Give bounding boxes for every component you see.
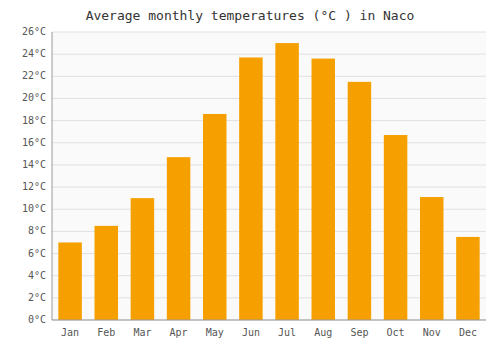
y-axis-line (52, 32, 53, 320)
x-tick-label: Nov (423, 327, 441, 338)
y-tick-label: 8°C (28, 225, 46, 236)
bar (384, 135, 408, 320)
bar (420, 197, 444, 320)
bar (58, 242, 82, 320)
x-tick-label: Jun (242, 327, 260, 338)
y-tick-label: 18°C (22, 115, 46, 126)
x-tick-label: Jan (61, 327, 79, 338)
x-tick-label: Aug (314, 327, 332, 338)
y-tick-label: 6°C (28, 248, 46, 259)
y-tick-label: 24°C (22, 48, 46, 59)
x-axis-line (52, 320, 486, 321)
grid-line (52, 320, 486, 321)
bar (131, 198, 155, 320)
grid-line (52, 120, 486, 121)
y-tick-label: 16°C (22, 137, 46, 148)
y-tick-label: 10°C (22, 203, 46, 214)
x-axis: Jan Feb Mar Apr May Jun Jul Aug Sep Oct Nov Dec (61, 327, 477, 338)
grid-line (52, 142, 486, 143)
chart-container: 0°C 2°C 4°C 6°C 8°C 10°C 12°C 14°C 16°C 18°C 20°C 2… (0, 0, 500, 350)
x-tick-label: Sep (350, 327, 368, 338)
bar (348, 82, 372, 320)
plot-background (52, 32, 486, 320)
y-tick-label: 20°C (22, 92, 46, 103)
y-tick-label: 26°C (22, 26, 46, 37)
y-axis: 0°C 2°C 4°C 6°C 8°C 10°C 12°C 14°C 16°C 18°C 20°C 2… (22, 26, 486, 325)
y-tick-label: 22°C (22, 70, 46, 81)
bar (94, 226, 118, 320)
grid-line (52, 98, 486, 99)
grid-line (52, 32, 486, 33)
bar (275, 43, 299, 320)
bars (58, 43, 479, 320)
title: Average monthly temperatures (°C ) in Na… (86, 8, 415, 23)
x-tick-label: Feb (97, 327, 115, 338)
x-tick-label: Oct (387, 327, 405, 338)
x-tick-label: Apr (170, 327, 188, 338)
x-tick-label: Mar (133, 327, 151, 338)
bar (311, 59, 335, 320)
x-tick-label: May (206, 327, 224, 338)
y-tick-label: 12°C (22, 181, 46, 192)
grid-line (52, 54, 486, 55)
bar (456, 237, 480, 320)
y-tick-label: 2°C (28, 292, 46, 303)
bar (167, 157, 191, 320)
grid-line (52, 187, 486, 188)
y-tick-label: 0°C (28, 314, 46, 325)
chart: 0°C 2°C 4°C 6°C 8°C 10°C 12°C 14°C 16°C 18°C 20°C 2… (0, 0, 500, 350)
bar (239, 57, 263, 320)
y-tick-label: 14°C (22, 159, 46, 170)
y-tick-label: 4°C (28, 270, 46, 281)
bar (203, 114, 227, 320)
grid-line (52, 76, 486, 77)
x-tick-label: Jul (278, 327, 296, 338)
grid-line (52, 164, 486, 165)
x-tick-label: Dec (459, 327, 477, 338)
